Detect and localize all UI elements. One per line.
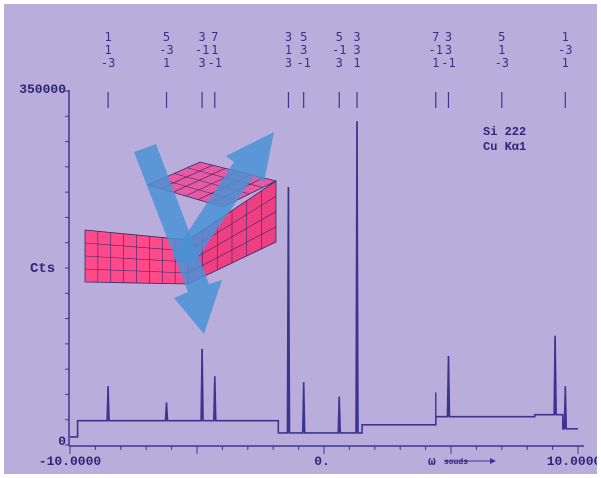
y-max-label: 350000 <box>19 82 66 97</box>
reflection-10-index-1: 1 <box>498 43 505 57</box>
reflection-9-index-1: 3 <box>445 43 452 57</box>
reflection-5-index-1: 3 <box>300 43 307 57</box>
x-tick-label-min: -10.0000 <box>39 454 102 469</box>
reflection-0-index-2: -3 <box>101 56 115 70</box>
reflection-11-index-0: 1 <box>562 30 569 44</box>
reflection-5-index-2: -1 <box>296 56 310 70</box>
reflection-8-index-2: 1 <box>432 56 439 70</box>
reflection-3-index-1: 1 <box>211 43 218 57</box>
reflection-7-index-2: 1 <box>353 56 360 70</box>
reflection-5-index-0: 5 <box>300 30 307 44</box>
x-axis-arrow-head <box>490 458 496 464</box>
reflection-0-index-0: 1 <box>104 30 111 44</box>
xrd-chart: 11-35-313-1371-131353-15-133317-1133-151… <box>19 30 597 469</box>
diffracted-beam-arrow <box>172 132 274 266</box>
reflection-4-index-0: 3 <box>285 30 292 44</box>
reflection-8-index-0: 7 <box>432 30 439 44</box>
y-min-label: 0 <box>58 434 66 449</box>
reflection-11-index-1: -3 <box>558 43 572 57</box>
x-axis-extra: souds <box>444 458 468 467</box>
reflection-7-index-1: 3 <box>353 43 360 57</box>
reflection-1-index-2: 1 <box>163 56 170 70</box>
reflection-10-index-2: -3 <box>495 56 509 70</box>
reflection-3-index-0: 7 <box>211 30 218 44</box>
reflection-6-index-0: 5 <box>336 30 343 44</box>
annotation-line-1: Si 222 <box>483 125 526 139</box>
reflection-4-index-1: 1 <box>285 43 292 57</box>
reflection-7-index-0: 3 <box>353 30 360 44</box>
reflection-3-index-2: -1 <box>208 56 222 70</box>
reflection-2-index-2: 3 <box>198 56 205 70</box>
x-tick-label-max: 10.0000 <box>547 454 597 469</box>
incident-beam-arrow <box>134 144 222 334</box>
reflection-11-index-2: 1 <box>562 56 569 70</box>
reflection-6-index-2: 3 <box>336 56 343 70</box>
reflection-1-index-1: -3 <box>159 43 173 57</box>
reflection-9-index-2: -1 <box>441 56 455 70</box>
annotation-line-2: Cu Kα1 <box>483 140 526 154</box>
x-tick-label-zero: 0. <box>314 454 330 469</box>
x-axis-symbol: ω <box>428 454 436 469</box>
reflection-8-index-1: -1 <box>429 43 443 57</box>
y-axis-label: Cts <box>30 261 55 277</box>
chart-frame: 1 1 -3 5 -3 1 3 -1 3 7 1 -1 3 1 3 5 3 -1 5 -1 3 3 3 1 7 -1 1 3 3 -1 5 1… <box>4 4 597 474</box>
reflection-9-index-0: 3 <box>445 30 452 44</box>
reflection-2-index-0: 3 <box>198 30 205 44</box>
reflection-0-index-1: 1 <box>104 43 111 57</box>
reflection-labels: 11-35-313-1371-131353-15-133317-1133-151… <box>101 30 573 108</box>
reflection-1-index-0: 5 <box>163 30 170 44</box>
reflection-4-index-2: 3 <box>285 56 292 70</box>
reflection-2-index-1: -1 <box>195 43 209 57</box>
reflection-10-index-0: 5 <box>498 30 505 44</box>
reflection-6-index-1: -1 <box>332 43 346 57</box>
